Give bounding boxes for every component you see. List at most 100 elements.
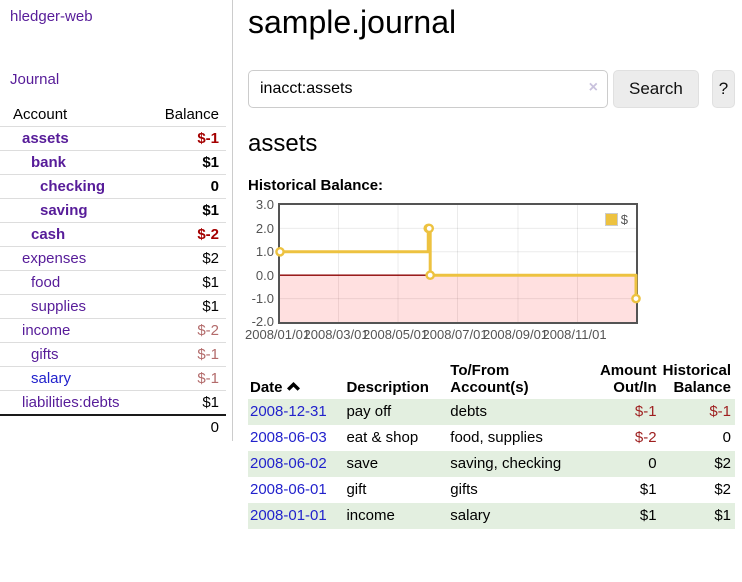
account-row: expenses $2 [0, 246, 226, 271]
account-link[interactable]: salary [31, 370, 72, 387]
transaction-description: pay off [344, 399, 449, 426]
register-table: Date Description To/From Account(s) Amou… [248, 360, 735, 530]
account-link[interactable]: bank [31, 154, 67, 171]
register-header-date[interactable]: Date [248, 360, 344, 399]
historical-balance-chart: $ 3.0 2.0 1.0 0.0 -1.0 -2.0 2008/01/01 2008/03… [245, 198, 641, 343]
chart-canvas [275, 205, 641, 323]
chart-x-tick-label: 2008/11/01 [542, 327, 607, 343]
register-row: 2008-12-31 pay off debts $-1 $-1 [248, 399, 735, 426]
transaction-balance: $2 [660, 451, 735, 478]
sidebar-divider [232, 0, 233, 441]
account-row: salary $-1 [0, 366, 226, 391]
main-content: sample.journal × Search ? assets Histori… [245, 0, 735, 530]
clear-search-icon[interactable]: × [588, 78, 598, 96]
transaction-description: gift [346, 481, 367, 499]
chart-plot: $ [275, 203, 641, 325]
register-header-amount: Amount Out/In [599, 362, 657, 397]
transaction-balance: $1 [660, 503, 735, 530]
account-link[interactable]: cash [31, 226, 66, 243]
transaction-amount: $-1 [579, 399, 661, 426]
chart-x-tick-label: 2008/07/01 [422, 327, 488, 343]
chart-legend: $ [602, 211, 630, 229]
chart-y-tick-label: 1.0 [255, 244, 274, 260]
accounts-header-balance: Balance [148, 103, 226, 127]
register-table-body: 2008-12-31 pay off debts $-1 $-1 2008-06-03 ea… [248, 399, 735, 530]
transaction-date: 2008-06-03 [248, 425, 344, 451]
account-link[interactable]: checking [40, 178, 106, 195]
chart-y-tick-label: 0.0 [255, 267, 274, 283]
chart-x-tick-label: 2008/09/01 [482, 327, 549, 343]
transaction-amount: 0 [579, 451, 661, 478]
accounts-total-row: 0 [0, 414, 226, 439]
sidebar-item-journal[interactable]: Journal [10, 71, 60, 88]
account-row: bank $1 [0, 150, 226, 175]
account-balance: $2 [148, 246, 226, 271]
chart-x-tick-label: 2008/03/01 [303, 327, 369, 343]
account-row: income $-2 [0, 318, 226, 343]
accounts-header-account: Account [0, 103, 149, 127]
account-balance: $-2 [148, 222, 226, 247]
transaction-date-link[interactable]: 2008-01-01 [250, 507, 327, 525]
account-balance: $1 [148, 150, 226, 175]
account-link[interactable]: food [31, 274, 61, 291]
legend-swatch [604, 213, 618, 227]
transaction-amount: $1 [639, 481, 657, 499]
transaction-accounts: gifts [450, 481, 478, 499]
account-title: assets [248, 129, 318, 157]
sort-ascending-icon [286, 379, 300, 396]
account-row: saving $1 [0, 198, 226, 223]
account-row: checking 0 [0, 174, 226, 199]
account-link[interactable]: income [22, 322, 71, 339]
sidebar: hledger-web Journal Account Balance asse… [0, 0, 226, 439]
account-link[interactable]: saving [40, 202, 88, 219]
transaction-date-link[interactable]: 2008-06-02 [250, 455, 327, 473]
account-row: assets $-1 [0, 126, 226, 151]
chart-x-tick-label: 2008/01/01 [245, 327, 311, 343]
transaction-date: 2008-06-02 [248, 451, 345, 478]
accounts-total: 0 [148, 414, 226, 439]
account-link[interactable]: expenses [22, 250, 87, 267]
accounts-table-body: assets $-1 bank $1 checking 0 saving $1 cash $-2 e… [0, 126, 226, 439]
app-title-link[interactable]: hledger-web [10, 8, 93, 25]
register-row: 2008-06-02 save saving, checking 0 $2 [248, 451, 735, 478]
search-form: × Search ? [248, 69, 735, 108]
chart-y-tick-label: -2.0 [251, 314, 274, 330]
account-link[interactable]: supplies [31, 298, 87, 315]
account-balance: $1 [148, 270, 226, 295]
chart-y-tick-label: -1.0 [251, 290, 274, 306]
transaction-date-link[interactable]: 2008-06-01 [250, 481, 327, 499]
legend-label: $ [620, 212, 628, 228]
account-row: cash $-2 [0, 222, 226, 247]
transaction-description: eat & shop [346, 429, 419, 447]
transaction-date-link[interactable]: 2008-12-31 [250, 403, 327, 421]
register-header-accounts: To/From Account(s) [450, 362, 529, 397]
account-link[interactable]: liabilities:debts [22, 394, 120, 411]
transaction-description: income [344, 503, 449, 530]
chart-y-tick-label: 2.0 [255, 220, 274, 236]
account-balance: $1 [148, 390, 226, 416]
transaction-accounts: saving, checking [448, 451, 580, 478]
page-title: sample.journal [248, 4, 457, 40]
transaction-amount: $-2 [634, 429, 657, 447]
transaction-description: save [344, 451, 449, 478]
register-header-balance: Historical Balance [662, 362, 731, 397]
transaction-accounts: debts [448, 399, 580, 426]
chart-x-tick-label: 2008/05/01 [363, 327, 429, 343]
account-link[interactable]: gifts [31, 346, 59, 363]
account-balance: $1 [148, 294, 226, 319]
transaction-date: 2008-06-01 [248, 477, 344, 503]
account-row: liabilities:debts $1 [0, 390, 226, 416]
account-link[interactable]: assets [22, 130, 69, 147]
account-balance: 0 [148, 174, 226, 199]
chart-label: Historical Balance: [248, 177, 384, 195]
accounts-table: Account Balance assets $-1 bank $1 checking 0… [0, 103, 226, 439]
help-button[interactable]: ? [711, 69, 735, 108]
register-row: 2008-01-01 income salary $1 $1 [248, 503, 735, 530]
account-balance: $-1 [148, 342, 226, 367]
transaction-date-link[interactable]: 2008-06-03 [250, 429, 327, 447]
search-input[interactable] [248, 69, 608, 108]
search-button[interactable]: Search [613, 69, 699, 108]
account-balance: $-1 [148, 366, 226, 391]
transaction-balance: $-1 [660, 399, 735, 426]
transaction-date: 2008-01-01 [248, 503, 345, 530]
